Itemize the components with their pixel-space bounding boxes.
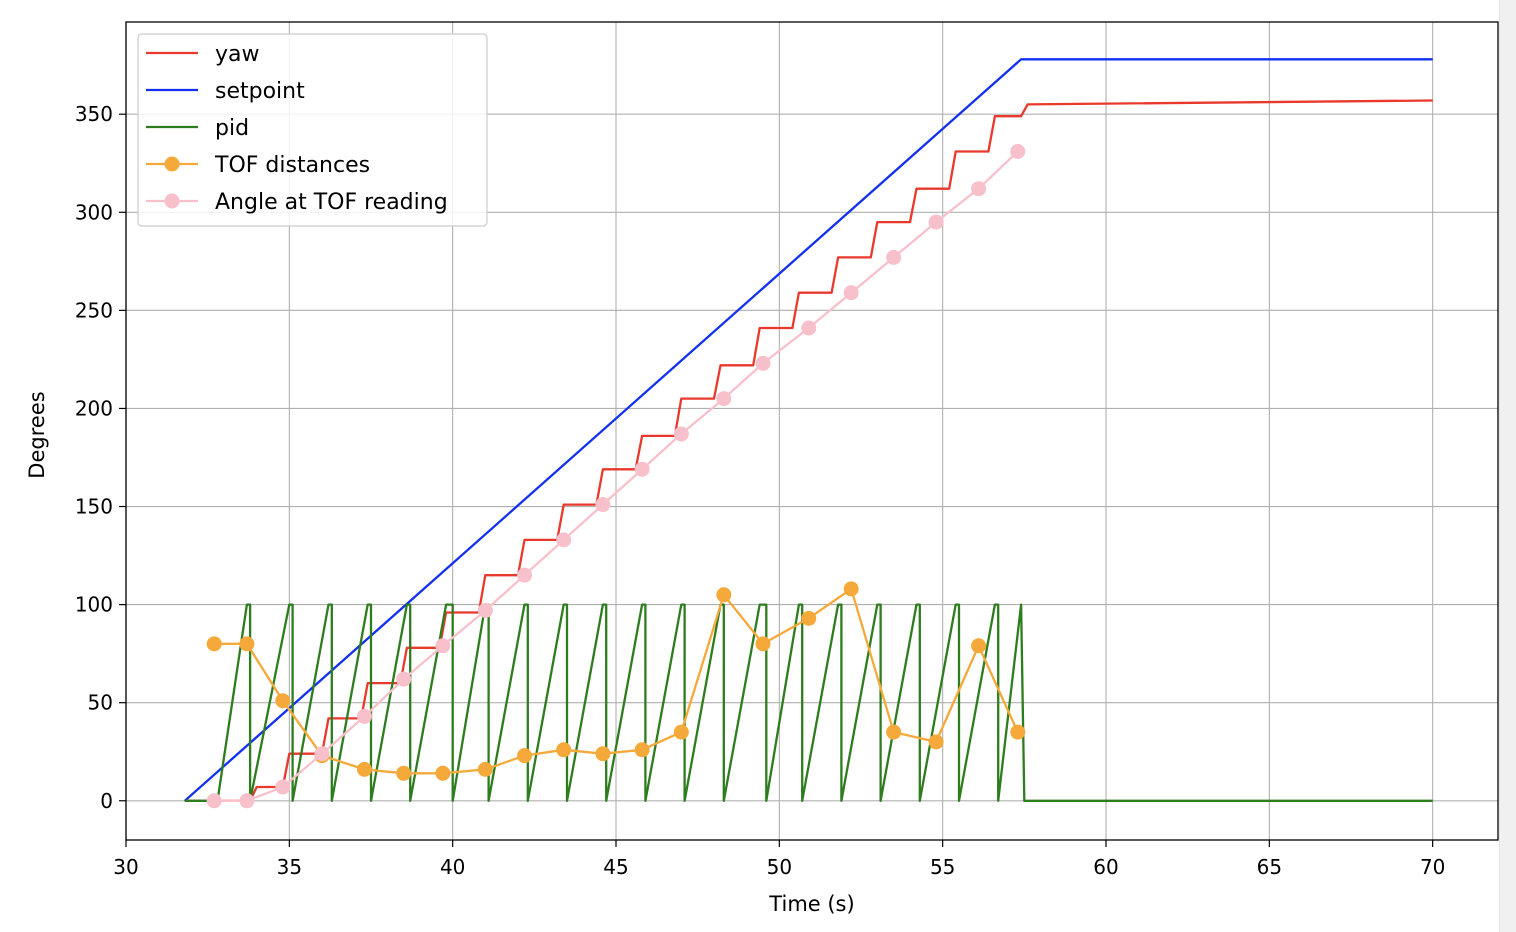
tof-distances-point xyxy=(886,724,902,740)
pid-line xyxy=(184,603,1433,802)
x-tick-label: 45 xyxy=(603,855,628,879)
y-tick-label: 350 xyxy=(75,102,113,126)
x-tick-label: 40 xyxy=(440,855,465,879)
tof-distances-point xyxy=(275,693,291,709)
angle-at-tof-reading-point xyxy=(595,497,611,513)
legend-item-setpoint: setpoint xyxy=(146,79,305,104)
y-axis-label: Degrees xyxy=(25,391,49,478)
legend-swatch-marker xyxy=(164,193,180,209)
tof-distances-point xyxy=(801,610,817,626)
x-axis-ticks: 30 35 40 45 50 55 60 65 70 xyxy=(113,840,1445,879)
legend-item-yaw: yaw xyxy=(146,42,260,67)
y-tick-label: 300 xyxy=(75,200,113,224)
tof-distances-point xyxy=(477,761,493,777)
legend-label: Angle at TOF reading xyxy=(215,190,448,215)
tof-distances-point xyxy=(716,587,732,603)
series-tof-distances xyxy=(206,581,1026,781)
y-tick-label: 100 xyxy=(75,593,113,617)
tof-distances-point xyxy=(673,724,689,740)
angle-at-tof-reading-point xyxy=(634,461,650,477)
legend-item-tof-distances: TOF distances xyxy=(146,153,370,178)
y-tick-label: 0 xyxy=(100,789,113,813)
angle-at-tof-reading-point xyxy=(886,249,902,265)
angle-at-tof-reading-point xyxy=(673,426,689,442)
y-tick-label: 250 xyxy=(75,298,113,322)
x-tick-label: 60 xyxy=(1093,855,1118,879)
x-tick-label: 70 xyxy=(1420,855,1445,879)
x-tick-label: 65 xyxy=(1257,855,1282,879)
plot-area-frame xyxy=(125,21,1499,841)
x-tick-label: 30 xyxy=(113,855,138,879)
legend-label: pid xyxy=(215,116,249,141)
angle-at-tof-reading-point xyxy=(356,708,372,724)
tof-distances-point xyxy=(206,636,222,652)
angle-at-tof-reading-point xyxy=(971,181,987,197)
tof-distances-point xyxy=(971,638,987,654)
y-tick-label: 50 xyxy=(88,691,113,715)
tof-distances-point xyxy=(1010,724,1026,740)
setpoint-line xyxy=(184,58,1433,802)
tof-distances-point xyxy=(435,765,451,781)
tof-distances-point xyxy=(843,581,859,597)
series-layer xyxy=(184,58,1433,809)
angle-at-tof-reading-point xyxy=(801,320,817,336)
tof-distances-point xyxy=(928,734,944,750)
angle-at-tof-reading-point xyxy=(1010,143,1026,159)
y-tick-label: 200 xyxy=(75,396,113,420)
tof-distances-point xyxy=(595,746,611,762)
angle-at-tof-reading-point xyxy=(477,602,493,618)
legend-label: TOF distances xyxy=(214,153,370,178)
legend-item-pid: pid xyxy=(146,116,249,141)
tof-distances-point xyxy=(239,636,255,652)
angle-at-tof-reading-point xyxy=(556,532,572,548)
angle-at-tof-reading-point xyxy=(716,391,732,407)
page-scrollbar[interactable] xyxy=(1499,0,1516,932)
x-tick-label: 55 xyxy=(930,855,955,879)
series-pid xyxy=(184,603,1433,802)
x-tick-label: 50 xyxy=(767,855,792,879)
x-axis-label: Time (s) xyxy=(768,892,854,916)
angle-at-tof-reading-point xyxy=(843,285,859,301)
angle-at-tof-reading-point xyxy=(517,567,533,583)
legend-label: setpoint xyxy=(215,79,305,104)
angle-at-tof-reading-point xyxy=(928,214,944,230)
angle-at-tof-reading-point xyxy=(275,779,291,795)
tof-distances-point xyxy=(755,636,771,652)
y-tick-label: 150 xyxy=(75,495,113,519)
angle-at-tof-reading-point xyxy=(206,793,222,809)
x-tick-label: 35 xyxy=(277,855,302,879)
angle-at-tof-reading-point xyxy=(435,638,451,654)
series-angle-at-tof-reading xyxy=(206,143,1026,809)
angle-at-tof-reading-point xyxy=(239,793,255,809)
angle-at-tof-reading-point xyxy=(755,355,771,371)
legend-item-angle-at-tof-reading: Angle at TOF reading xyxy=(146,190,448,215)
tof-distances-point xyxy=(634,742,650,758)
legend-frame xyxy=(137,33,488,227)
series-setpoint xyxy=(184,58,1433,802)
angle-at-tof-reading-point xyxy=(396,671,412,687)
y-axis-ticks: 0 50 100 150 200 250 300 350 xyxy=(75,102,126,813)
angle-at-tof-reading-point xyxy=(314,746,330,762)
legend-label: yaw xyxy=(215,42,260,67)
legend-swatch-marker xyxy=(164,156,180,172)
tof-distances-point xyxy=(517,748,533,764)
tof-distances-point xyxy=(556,742,572,758)
tof-distances-point xyxy=(396,765,412,781)
tof-distances-point xyxy=(356,761,372,777)
legend: yaw setpoint pid TOF distances Angle at TOF … xyxy=(137,33,488,227)
